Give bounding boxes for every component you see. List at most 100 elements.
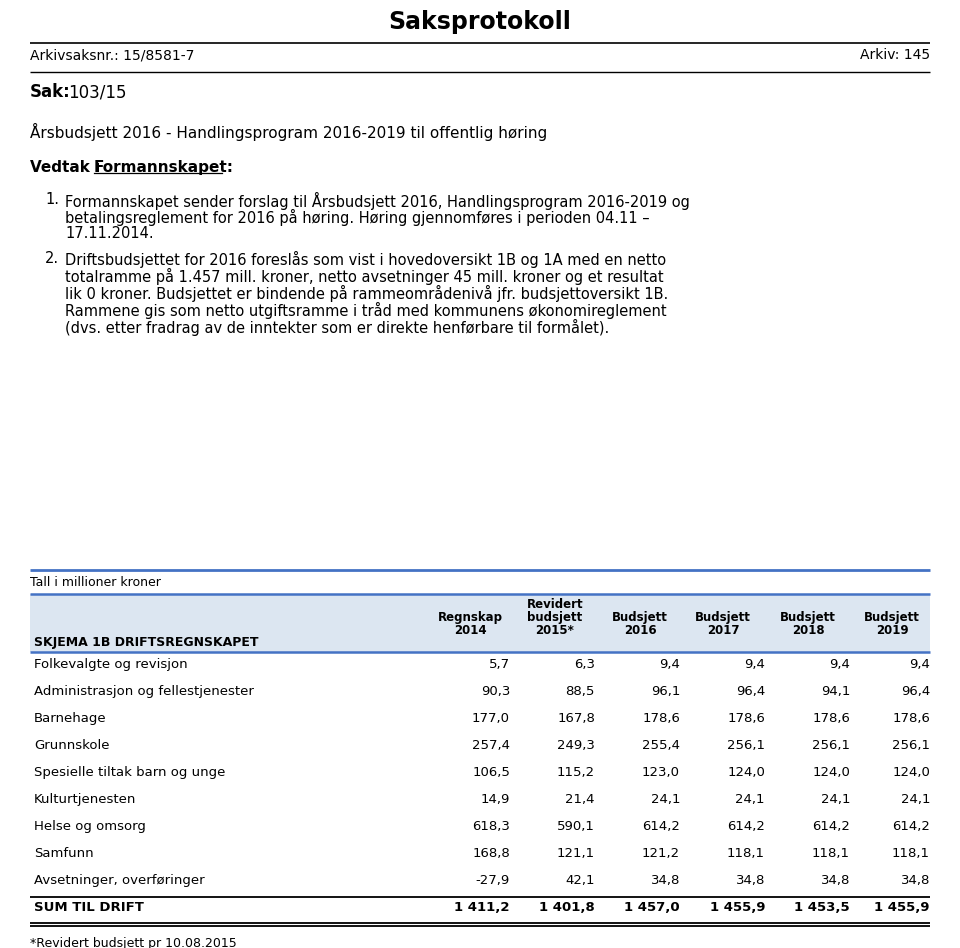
Text: Sak:: Sak: xyxy=(30,83,71,101)
Text: Tall i millioner kroner: Tall i millioner kroner xyxy=(30,576,161,589)
Text: 24,1: 24,1 xyxy=(735,793,765,806)
Text: Grunnskole: Grunnskole xyxy=(34,739,109,752)
Text: 1 401,8: 1 401,8 xyxy=(540,901,595,914)
Text: lik 0 kroner. Budsjettet er bindende på rammeområdenivå jfr. budsjettoversikt 1B: lik 0 kroner. Budsjettet er bindende på … xyxy=(65,285,668,302)
Text: 1 453,5: 1 453,5 xyxy=(794,901,850,914)
Text: 256,1: 256,1 xyxy=(892,739,930,752)
Text: 24,1: 24,1 xyxy=(651,793,680,806)
Text: 2018: 2018 xyxy=(792,624,825,637)
Text: Helse og omsorg: Helse og omsorg xyxy=(34,820,146,833)
Text: 9,4: 9,4 xyxy=(660,658,680,671)
Text: 1.: 1. xyxy=(45,192,59,207)
Text: 118,1: 118,1 xyxy=(812,847,850,860)
Text: 96,1: 96,1 xyxy=(651,685,680,698)
Text: Budsjett: Budsjett xyxy=(864,611,920,624)
Text: 2.: 2. xyxy=(45,251,60,266)
Text: 5,7: 5,7 xyxy=(489,658,510,671)
Text: 256,1: 256,1 xyxy=(727,739,765,752)
Text: 90,3: 90,3 xyxy=(481,685,510,698)
Text: SKJEMA 1B DRIFTSREGNSKAPET: SKJEMA 1B DRIFTSREGNSKAPET xyxy=(34,636,258,649)
Text: Rammene gis som netto utgiftsramme i tråd med kommunens økonomireglement: Rammene gis som netto utgiftsramme i trå… xyxy=(65,302,666,319)
Text: 168,8: 168,8 xyxy=(472,847,510,860)
Text: 34,8: 34,8 xyxy=(900,874,930,887)
Text: 178,6: 178,6 xyxy=(812,712,850,725)
Text: 9,4: 9,4 xyxy=(909,658,930,671)
Text: 1 455,9: 1 455,9 xyxy=(709,901,765,914)
Text: -27,9: -27,9 xyxy=(476,874,510,887)
Text: 6,3: 6,3 xyxy=(574,658,595,671)
Text: 178,6: 178,6 xyxy=(892,712,930,725)
Bar xyxy=(30,594,930,652)
Text: 590,1: 590,1 xyxy=(557,820,595,833)
Text: 178,6: 178,6 xyxy=(642,712,680,725)
Text: Arkivsaksnr.: 15/8581-7: Arkivsaksnr.: 15/8581-7 xyxy=(30,48,194,62)
Text: 24,1: 24,1 xyxy=(900,793,930,806)
Text: budsjett: budsjett xyxy=(527,611,583,624)
Text: 118,1: 118,1 xyxy=(727,847,765,860)
Text: 178,6: 178,6 xyxy=(727,712,765,725)
Text: totalramme på 1.457 mill. kroner, netto avsetninger 45 mill. kroner og et result: totalramme på 1.457 mill. kroner, netto … xyxy=(65,268,663,285)
Text: Budsjett: Budsjett xyxy=(780,611,836,624)
Text: 618,3: 618,3 xyxy=(472,820,510,833)
Text: Vedtak i: Vedtak i xyxy=(30,160,106,175)
Text: Regnskap: Regnskap xyxy=(438,611,502,624)
Text: 614,2: 614,2 xyxy=(727,820,765,833)
Text: 167,8: 167,8 xyxy=(557,712,595,725)
Text: 21,4: 21,4 xyxy=(565,793,595,806)
Text: 614,2: 614,2 xyxy=(892,820,930,833)
Text: 96,4: 96,4 xyxy=(900,685,930,698)
Text: 1 455,9: 1 455,9 xyxy=(875,901,930,914)
Text: 249,3: 249,3 xyxy=(557,739,595,752)
Text: Kulturtjenesten: Kulturtjenesten xyxy=(34,793,136,806)
Text: 2017: 2017 xyxy=(707,624,739,637)
Text: betalingsreglement for 2016 på høring. Høring gjennomføres i perioden 04.11 –: betalingsreglement for 2016 på høring. H… xyxy=(65,209,650,226)
Text: 115,2: 115,2 xyxy=(557,766,595,779)
Text: Formannskapet:: Formannskapet: xyxy=(94,160,234,175)
Text: 1 457,0: 1 457,0 xyxy=(624,901,680,914)
Text: 34,8: 34,8 xyxy=(821,874,850,887)
Text: 2015*: 2015* xyxy=(536,624,574,637)
Text: Driftsbudsjettet for 2016 foreslås som vist i hovedoversikt 1B og 1A med en nett: Driftsbudsjettet for 2016 foreslås som v… xyxy=(65,251,666,268)
Text: (dvs. etter fradrag av de inntekter som er direkte henførbare til formålet).: (dvs. etter fradrag av de inntekter som … xyxy=(65,319,610,336)
Text: 106,5: 106,5 xyxy=(472,766,510,779)
Text: 2016: 2016 xyxy=(624,624,657,637)
Text: 123,0: 123,0 xyxy=(642,766,680,779)
Text: Budsjett: Budsjett xyxy=(695,611,751,624)
Text: 121,1: 121,1 xyxy=(557,847,595,860)
Text: Avsetninger, overføringer: Avsetninger, overføringer xyxy=(34,874,204,887)
Text: 34,8: 34,8 xyxy=(651,874,680,887)
Text: Saksprotokoll: Saksprotokoll xyxy=(389,10,571,34)
Text: 255,4: 255,4 xyxy=(642,739,680,752)
Text: 24,1: 24,1 xyxy=(821,793,850,806)
Text: Administrasjon og fellestjenester: Administrasjon og fellestjenester xyxy=(34,685,253,698)
Text: 1 411,2: 1 411,2 xyxy=(454,901,510,914)
Text: 9,4: 9,4 xyxy=(829,658,850,671)
Text: 34,8: 34,8 xyxy=(735,874,765,887)
Text: 94,1: 94,1 xyxy=(821,685,850,698)
Text: 2014: 2014 xyxy=(454,624,487,637)
Text: 118,1: 118,1 xyxy=(892,847,930,860)
Text: Folkevalgte og revisjon: Folkevalgte og revisjon xyxy=(34,658,187,671)
Text: 614,2: 614,2 xyxy=(812,820,850,833)
Text: 17.11.2014.: 17.11.2014. xyxy=(65,226,154,241)
Text: 42,1: 42,1 xyxy=(565,874,595,887)
Text: 88,5: 88,5 xyxy=(565,685,595,698)
Text: 96,4: 96,4 xyxy=(735,685,765,698)
Text: 9,4: 9,4 xyxy=(744,658,765,671)
Text: SUM TIL DRIFT: SUM TIL DRIFT xyxy=(34,901,144,914)
Text: 2019: 2019 xyxy=(876,624,908,637)
Text: 124,0: 124,0 xyxy=(727,766,765,779)
Text: Formannskapet sender forslag til Årsbudsjett 2016, Handlingsprogram 2016-2019 og: Formannskapet sender forslag til Årsbuds… xyxy=(65,192,690,210)
Text: Revidert: Revidert xyxy=(527,598,584,611)
Text: 124,0: 124,0 xyxy=(892,766,930,779)
Text: Spesielle tiltak barn og unge: Spesielle tiltak barn og unge xyxy=(34,766,226,779)
Text: 256,1: 256,1 xyxy=(812,739,850,752)
Text: Samfunn: Samfunn xyxy=(34,847,94,860)
Text: Årsbudsjett 2016 - Handlingsprogram 2016-2019 til offentlig høring: Årsbudsjett 2016 - Handlingsprogram 2016… xyxy=(30,123,547,141)
Text: Arkiv: 145: Arkiv: 145 xyxy=(860,48,930,62)
Text: *Revidert budsjett pr 10.08.2015: *Revidert budsjett pr 10.08.2015 xyxy=(30,937,237,948)
Text: 103/15: 103/15 xyxy=(68,83,127,101)
Text: Budsjett: Budsjett xyxy=(612,611,668,624)
Text: 177,0: 177,0 xyxy=(472,712,510,725)
Text: Barnehage: Barnehage xyxy=(34,712,107,725)
